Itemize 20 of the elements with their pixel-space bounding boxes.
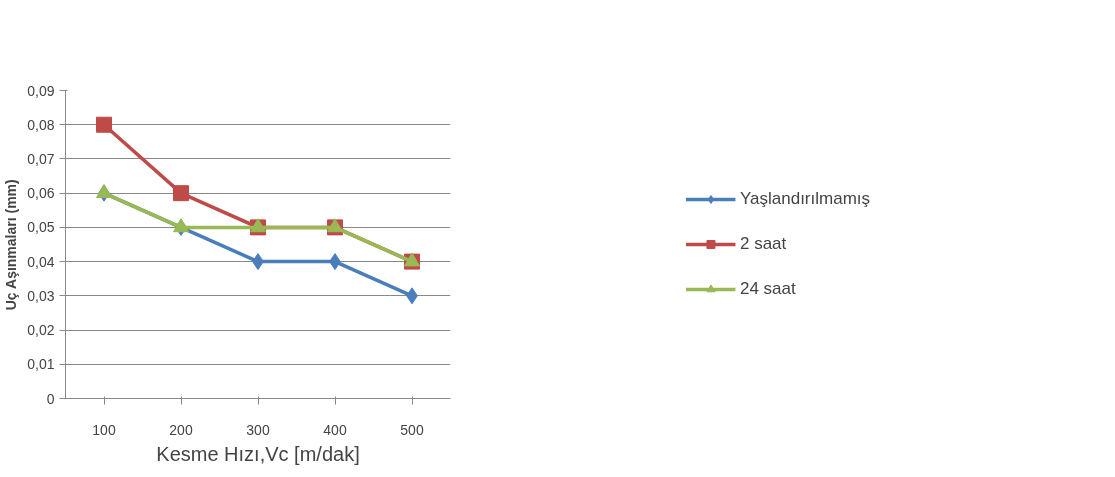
x-axis-title: Kesme Hızı,Vc [m/dak]	[156, 442, 360, 465]
y-tick-label: 0,03	[27, 287, 55, 304]
x-tick-label: 400	[323, 421, 347, 438]
legend-label: 24 saat	[739, 279, 796, 299]
y-axis-title: Uç Aşınmaları (mm)	[3, 179, 20, 311]
y-tick-label: 0,06	[27, 185, 55, 202]
x-tick-label: 500	[400, 421, 424, 438]
x-tick-label: 100	[92, 421, 116, 438]
x-tick-label: 200	[169, 421, 193, 438]
y-tick-label: 0,05	[27, 219, 55, 236]
y-tick-label: 0	[46, 390, 55, 407]
y-tick-label: 0,04	[27, 253, 55, 270]
legend-label: 2 saat	[739, 234, 787, 254]
y-tick-label: 0,09	[27, 82, 55, 99]
y-tick-label: 0,01	[27, 356, 55, 373]
x-tick-label: 300	[246, 421, 270, 438]
y-tick-label: 0,08	[27, 116, 55, 133]
y-tick-label: 0,07	[27, 150, 55, 167]
y-tick-label: 0,02	[27, 322, 55, 339]
legend-label: Yaşlandırılmamış	[739, 189, 871, 209]
